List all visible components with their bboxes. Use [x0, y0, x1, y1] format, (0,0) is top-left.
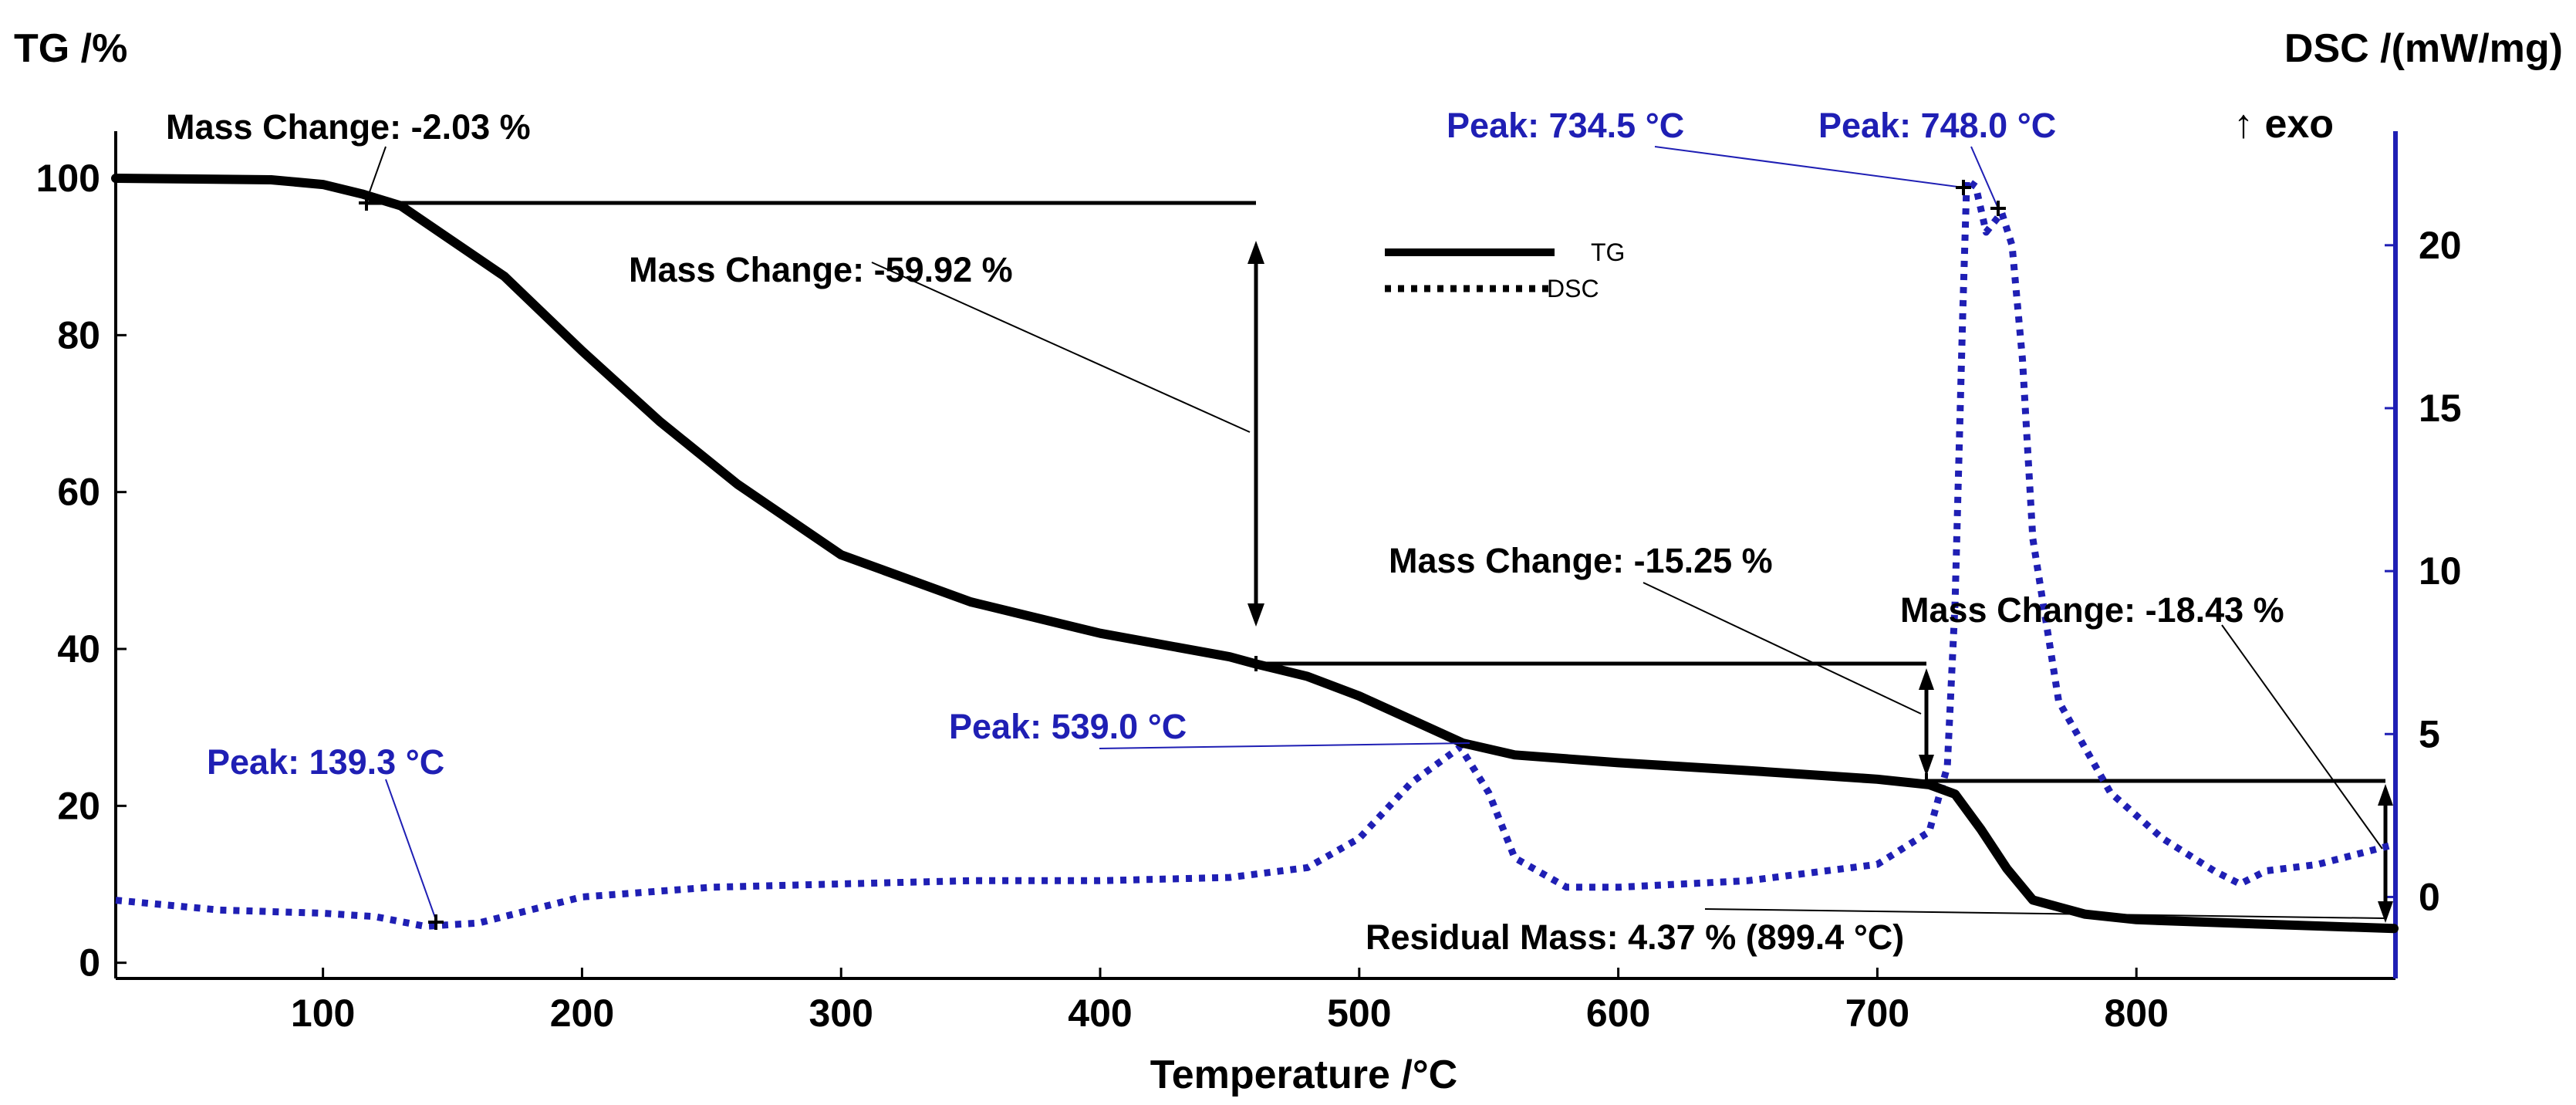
x-tick-label: 200 — [550, 992, 614, 1035]
annotation-peak-539: Peak: 539.0 °C — [949, 707, 1187, 746]
mass-change-arrow-2 — [1247, 241, 1264, 627]
annotation-mass-change-3: Mass Change: -15.25 % — [1389, 541, 1773, 580]
x-tick-label: 600 — [1586, 992, 1650, 1035]
y-left-tick-label: 40 — [57, 627, 100, 671]
y-right-tick-label: 20 — [2419, 224, 2462, 267]
point-markers — [359, 180, 2006, 930]
left-axis-title: TG /% — [14, 26, 127, 71]
x-tick-label: 800 — [2104, 992, 2168, 1035]
annotation-peak-734: Peak: 734.5 °C — [1447, 106, 1684, 145]
annotation-peak-139: Peak: 139.3 °C — [207, 742, 444, 782]
y-right-tick-label: 15 — [2419, 387, 2462, 430]
right-axis-title: DSC /(mW/mg) — [2284, 26, 2563, 71]
annotation-residual-mass: Residual Mass: 4.37 % (899.4 °C) — [1366, 917, 1904, 957]
legend: TG DSC — [1385, 238, 1625, 302]
exo-label: ↑ exo — [2233, 102, 2334, 147]
x-tick-label: 700 — [1845, 992, 1909, 1035]
y-left-tick-label: 80 — [57, 313, 100, 357]
y-left-tick-label: 100 — [36, 157, 100, 200]
tg-series-line — [111, 174, 2399, 934]
x-tick-label: 100 — [291, 992, 355, 1035]
y-left-tick-label: 0 — [79, 941, 100, 985]
x-tick-label: 500 — [1327, 992, 1391, 1035]
mass-change-arrow-3 — [1919, 668, 1934, 776]
annotation-mass-change-1: Mass Change: -2.03 % — [166, 107, 531, 147]
annotation-leader-lines — [366, 146, 2385, 919]
left-y-axis-ticks: 0 20 40 60 80 100 — [36, 157, 127, 985]
y-right-tick-label: 5 — [2419, 712, 2440, 755]
x-axis-ticks: 100 200 300 400 500 600 700 800 — [291, 968, 2169, 1035]
x-tick-label: 400 — [1068, 992, 1132, 1035]
x-tick-label: 300 — [809, 992, 873, 1035]
annotation-mass-change-4: Mass Change: -18.43 % — [1900, 590, 2284, 630]
annotation-peak-748: Peak: 748.0 °C — [1818, 106, 2056, 145]
legend-tg-label: TG — [1591, 238, 1625, 266]
x-axis-title: Temperature /°C — [1150, 1053, 1457, 1097]
legend-dsc-label: DSC — [1547, 275, 1599, 302]
annotation-mass-change-2: Mass Change: -59.92 % — [629, 250, 1013, 289]
dsc-series-line — [115, 176, 2394, 930]
y-right-tick-label: 10 — [2419, 549, 2462, 593]
peak-leader-lines — [385, 146, 1999, 921]
mass-change-arrow-4 — [2378, 784, 2393, 923]
y-left-tick-label: 60 — [57, 471, 100, 514]
right-y-axis-ticks: 0 5 10 15 20 — [2385, 224, 2462, 918]
y-right-tick-label: 0 — [2419, 875, 2440, 918]
y-left-tick-label: 20 — [57, 784, 100, 827]
